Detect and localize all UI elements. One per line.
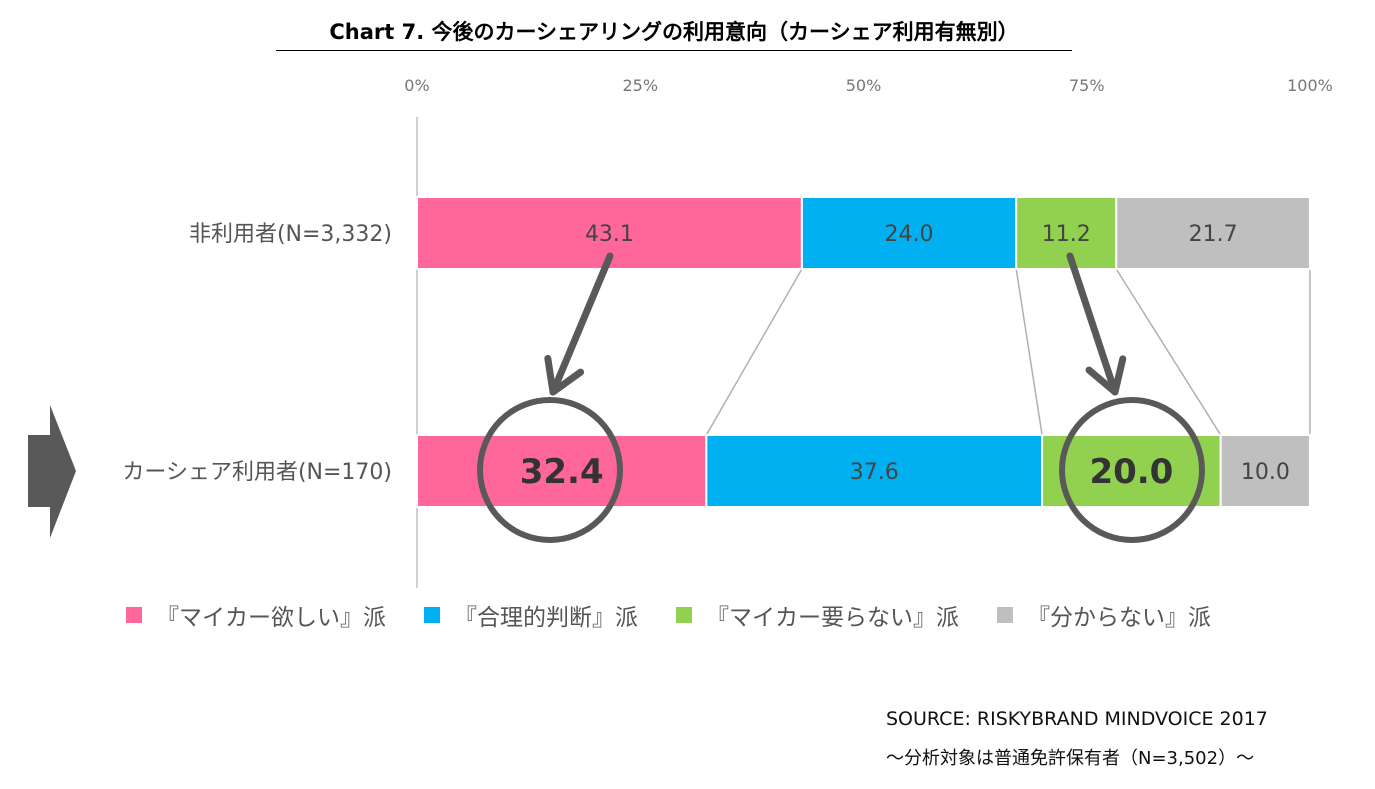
legend-item-3: 『分からない』派 bbox=[997, 598, 1211, 632]
bar-r0-s1 bbox=[800, 196, 1018, 270]
highlight-circle-s2 bbox=[1059, 397, 1205, 543]
legend-swatch-2 bbox=[676, 607, 692, 623]
legend-swatch-1 bbox=[424, 607, 440, 623]
legend-item-0: 『マイカー欲しい』派 bbox=[126, 598, 386, 632]
legend-label-0: 『マイカー欲しい』派 bbox=[156, 605, 386, 631]
legend: 『マイカー欲しい』派 『合理的判断』派 『マイカー要らない』派 『分からない』派 bbox=[126, 598, 1211, 632]
bar-r1-s2 bbox=[1041, 434, 1222, 508]
row-pointer-arrow-icon bbox=[28, 405, 76, 538]
axis-layer: 0% 25% 50% 75% 100% 非利用者(N=3,332) カーシェア利用者(N=1… bbox=[122, 76, 1333, 588]
arrow-left-head-icon bbox=[544, 354, 585, 396]
data-label-r0-s0: 43.1 bbox=[585, 222, 634, 247]
x-tick-label-0: 0% bbox=[404, 76, 429, 95]
data-label-r0-s2: 11.2 bbox=[1042, 222, 1091, 247]
x-tick-label-1: 25% bbox=[622, 76, 658, 95]
analysis-note: ～分析対象は普通免許保有者（N=3,502）～ bbox=[886, 748, 1255, 769]
legend-swatch-0 bbox=[126, 607, 142, 623]
data-label-r1-s0: 32.4 bbox=[520, 452, 604, 492]
bar-r1-s1 bbox=[705, 434, 1044, 508]
x-tick-label-2: 50% bbox=[846, 76, 882, 95]
category-label-1: カーシェア利用者(N=170) bbox=[122, 460, 392, 485]
legend-label-1: 『合理的判断』派 bbox=[454, 605, 638, 631]
x-tick-label-4: 100% bbox=[1287, 76, 1333, 95]
arrow-right-head-icon bbox=[1085, 355, 1127, 396]
category-label-0: 非利用者(N=3,332) bbox=[189, 222, 392, 247]
highlight-circle-s0 bbox=[477, 397, 623, 543]
bar-r1-s0 bbox=[416, 434, 708, 508]
connector-layer bbox=[705, 268, 1311, 436]
bars-layer: 43.1 24.0 11.2 21.7 32.4 37.6 20.0 10.0 bbox=[416, 196, 1311, 508]
arrow-left-shaft bbox=[549, 252, 614, 396]
bar-r0-s3 bbox=[1115, 196, 1311, 270]
legend-label-2: 『マイカー要らない』派 bbox=[706, 605, 959, 631]
data-label-r1-s2: 20.0 bbox=[1089, 452, 1173, 492]
arrow-right-shaft bbox=[1066, 252, 1119, 396]
connector-line-3 bbox=[1115, 268, 1222, 436]
x-tick-label-3: 75% bbox=[1069, 76, 1105, 95]
data-label-r0-s1: 24.0 bbox=[885, 222, 934, 247]
data-label-r1-s1: 37.6 bbox=[850, 460, 899, 485]
data-label-r1-s3: 10.0 bbox=[1241, 460, 1290, 485]
connector-line-1 bbox=[705, 268, 803, 436]
legend-item-1: 『合理的判断』派 bbox=[424, 598, 638, 632]
chart-title: Chart 7. 今後のカーシェアリングの利用意向（カーシェア利用有無別） bbox=[276, 16, 1072, 51]
annotation-layer bbox=[477, 252, 1205, 543]
source-text: SOURCE: RISKYBRAND MINDVOICE 2017 bbox=[886, 708, 1268, 730]
legend-item-2: 『マイカー要らない』派 bbox=[676, 598, 959, 632]
legend-swatch-3 bbox=[997, 607, 1013, 623]
legend-label-3: 『分からない』派 bbox=[1027, 605, 1211, 631]
bar-r0-s2 bbox=[1015, 196, 1118, 270]
connector-line-2 bbox=[1015, 268, 1043, 436]
bar-r1-s3 bbox=[1219, 434, 1311, 508]
data-label-r0-s3: 21.7 bbox=[1189, 222, 1238, 247]
